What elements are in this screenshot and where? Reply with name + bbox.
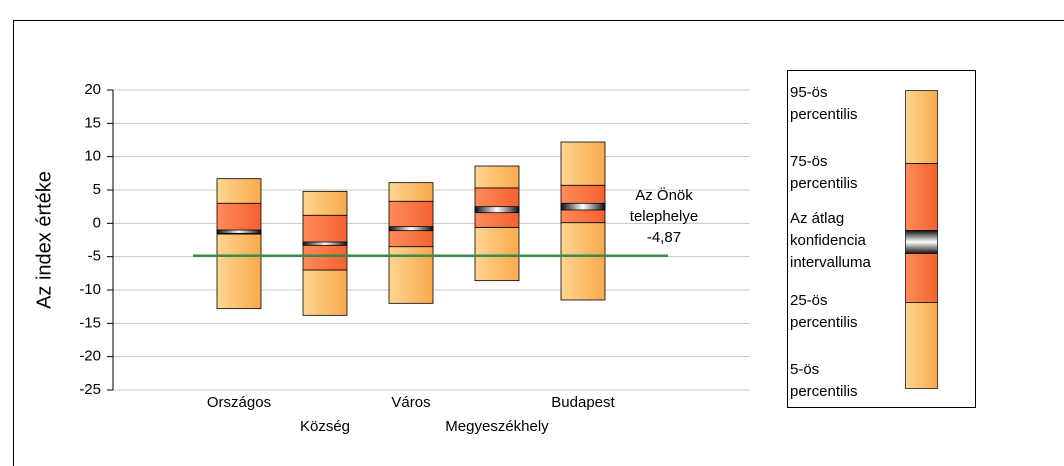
outer-box [560,141,606,186]
y-tick-label: 15 [84,114,101,131]
legend-label: Az átlag [790,210,844,227]
outer-box [474,165,520,189]
legend-swatch [905,163,938,231]
y-tick-label: 0 [93,214,101,231]
legend-label: 5-ös [790,361,819,378]
legend-swatch [905,253,938,303]
legend-label: percentilis [790,314,858,331]
reference-name: telephelye [630,208,698,225]
y-tick-label: -10 [79,281,101,298]
legend-label: percentilis [790,383,858,400]
outer-box [388,182,434,202]
y-tick-label: -15 [79,314,101,331]
legend-label: 95-ös [790,84,828,101]
outer-box [560,222,606,301]
y-tick-label: 5 [93,181,101,198]
confidence-interval [302,241,348,246]
outer-box [216,233,262,310]
y-tick-label: -25 [79,381,101,398]
x-tick-label: Megyeszékhely [445,418,549,435]
outer-box [302,190,348,216]
outer-box [302,269,348,316]
y-axis-label: Az index értéke [33,171,55,309]
confidence-interval [474,206,520,214]
legend-swatch [905,302,938,389]
legend-label: percentilis [790,106,858,123]
legend-label: intervalluma [790,254,872,271]
confidence-interval [388,226,434,232]
reference-value: -4,87 [647,229,681,246]
y-tick-label: -5 [88,248,101,265]
x-tick-label: Budapest [551,394,615,411]
confidence-interval [216,229,262,234]
x-tick-label: Város [391,394,430,411]
reference-name: Az Önök [635,186,693,204]
outer-box [474,226,520,282]
inner-box [216,202,262,235]
y-tick-label: 20 [84,81,101,98]
legend-label: 25-ös [790,292,828,309]
x-tick-label: Község [300,418,350,435]
y-tick-label: -20 [79,348,101,365]
legend-swatch [905,230,938,254]
legend-label: percentilis [790,175,858,192]
legend-label: 75-ös [790,153,828,170]
outer-box [216,178,262,204]
legend-label: konfidencia [790,232,867,249]
legend-box [787,70,976,408]
inner-box [388,200,434,248]
confidence-interval [560,202,606,211]
legend-swatch [905,90,938,164]
legend-bar [905,90,938,389]
x-tick-label: Országos [207,394,271,411]
frame [13,20,1064,466]
y-tick-label: 10 [84,148,101,165]
